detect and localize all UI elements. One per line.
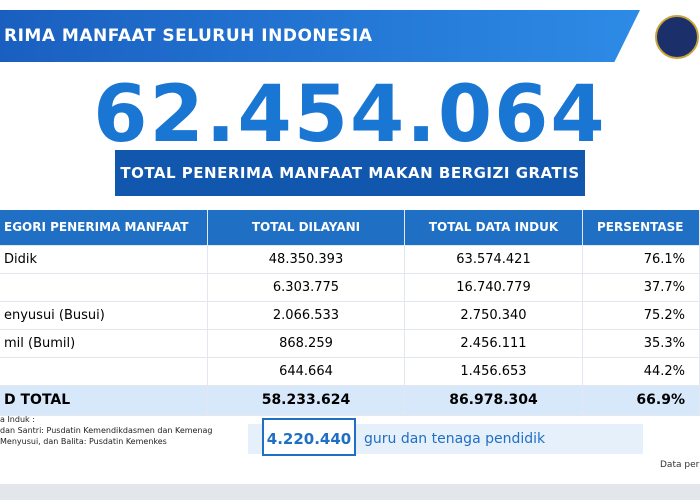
cell: 58.233.624 — [208, 386, 405, 415]
extra-label: guru dan tenaga pendidik — [364, 431, 546, 447]
cell: D TOTAL — [0, 386, 208, 415]
cell: 2.066.533 — [208, 302, 405, 329]
cell: 48.350.393 — [208, 246, 405, 273]
cell: 644.664 — [208, 358, 405, 385]
cell: 2.750.340 — [405, 302, 583, 329]
cell: PERSENTASE DIL — [583, 210, 700, 269]
cell: 44.2% — [583, 358, 700, 385]
hero-number: 62.454.064 — [93, 70, 607, 160]
table-row: mil (Bumil) 868.259 2.456.111 35.3% — [0, 330, 700, 358]
table-row: enyusui (Busui) 2.066.533 2.750.340 75.2% — [0, 302, 700, 330]
cell: 37.7% — [583, 274, 700, 301]
hero-caption: TOTAL PENERIMA MANFAAT MAKAN BERGIZI GRA… — [115, 150, 585, 196]
banner: RIMA MANFAAT SELURUH INDONESIA — [0, 10, 640, 62]
header-row: EGORI PENERIMA MANFAAT TOTAL DILAYANI TOTA… — [0, 210, 700, 269]
notes: a Induk : dan Santri: Pusdatin Kemendikda… — [0, 414, 213, 447]
table-row: Didik 48.350.393 63.574.421 76.1% — [0, 246, 700, 274]
table-row: 644.664 1.456.653 44.2% — [0, 358, 700, 386]
bottom-bar — [0, 484, 700, 500]
cell: 1.456.653 — [405, 358, 583, 385]
cell: TOTAL DATA INDUK — [405, 210, 583, 245]
cell: 76.1% — [583, 246, 700, 273]
cell — [0, 274, 208, 301]
cell: 868.259 — [208, 330, 405, 357]
cell: TOTAL DILAYANI — [208, 210, 405, 245]
cell: 63.574.421 — [405, 246, 583, 273]
table-row: 6.303.775 16.740.779 37.7% — [0, 274, 700, 302]
cell: 86.978.304 — [405, 386, 583, 415]
cell: Didik — [0, 246, 208, 273]
extra-number: 4.220.440 — [262, 418, 356, 456]
cell: enyusui (Busui) — [0, 302, 208, 329]
footer: Data per — [660, 460, 700, 470]
cell: 75.2% — [583, 302, 700, 329]
logo — [655, 15, 699, 59]
cell: mil (Bumil) — [0, 330, 208, 357]
cell: 2.456.111 — [405, 330, 583, 357]
cell: 66.9% — [583, 386, 700, 415]
cell — [0, 358, 208, 385]
note-line: Menyusui, dan Balita: Pusdatin Kemenkes — [0, 437, 167, 446]
total-row: D TOTAL 58.233.624 86.978.304 66.9% — [0, 386, 700, 416]
cell: 16.740.779 — [405, 274, 583, 301]
table: EGORI PENERIMA MANFAAT TOTAL DILAYANI TOTA… — [0, 210, 700, 416]
cell: EGORI PENERIMA MANFAAT — [0, 210, 208, 245]
note-line: dan Santri: Pusdatin Kemendikdasmen dan … — [0, 426, 213, 435]
cell: 35.3% — [583, 330, 700, 357]
note-line: a Induk : — [0, 415, 35, 424]
cell: 6.303.775 — [208, 274, 405, 301]
